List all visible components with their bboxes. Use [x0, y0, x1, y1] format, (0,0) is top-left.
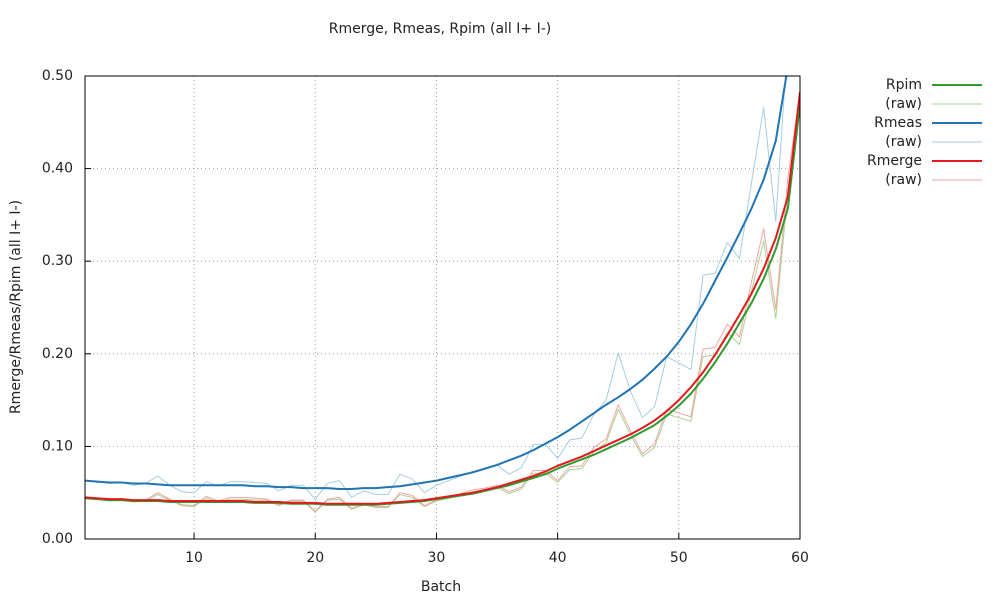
y-tick-label: 0.00: [42, 531, 73, 547]
legend-label: (raw): [885, 96, 922, 112]
legend: Rpim (raw) Rmeas (raw) Rmerge (raw): [867, 77, 982, 188]
plot-frame: [84, 75, 801, 540]
grid: [85, 75, 801, 540]
series-line: [85, 103, 800, 506]
legend-label: (raw): [885, 134, 922, 150]
x-tick-label: 10: [185, 550, 203, 566]
y-tick-label: 0.40: [42, 161, 73, 177]
x-tick-label: 50: [670, 550, 688, 566]
y-tick-label: 0.50: [42, 68, 73, 84]
series-line: [85, 91, 800, 505]
x-axis-label: Batch: [421, 579, 461, 595]
series-line: [85, 76, 788, 490]
y-axis-label: Rmerge/Rmeas/Rpim (all I+ I-): [8, 200, 24, 414]
x-tick-label: 20: [306, 550, 324, 566]
chart-title: Rmerge, Rmeas, Rpim (all I+ I-): [329, 21, 551, 37]
x-tick-label: 60: [791, 550, 809, 566]
legend-label: Rpim: [886, 77, 922, 93]
legend-label: Rmerge: [867, 153, 922, 169]
series-line: [85, 103, 800, 513]
y-tick-label: 0.20: [42, 346, 73, 362]
y-tick-label: 0.10: [42, 438, 73, 454]
x-tick-label: 40: [549, 550, 567, 566]
series-line: [85, 76, 786, 500]
legend-label: (raw): [885, 172, 922, 188]
legend-label: Rmeas: [874, 115, 922, 131]
series-line: [85, 91, 800, 512]
x-tick-label: 30: [428, 550, 446, 566]
y-tick-label: 0.30: [42, 253, 73, 269]
plot-area: [85, 76, 800, 513]
